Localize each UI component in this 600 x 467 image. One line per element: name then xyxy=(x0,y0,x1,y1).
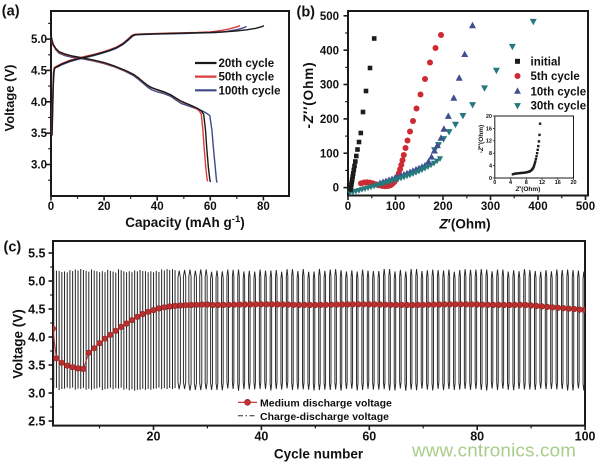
svg-text:www.cntronics.com: www.cntronics.com xyxy=(411,440,576,461)
svg-text:3.5: 3.5 xyxy=(31,128,48,140)
svg-text:3.0: 3.0 xyxy=(31,160,47,172)
svg-text:40: 40 xyxy=(151,201,164,213)
svg-text:100: 100 xyxy=(575,430,596,444)
svg-text:0: 0 xyxy=(333,183,339,195)
svg-text:5.5: 5.5 xyxy=(28,246,45,260)
svg-text:20th cycle: 20th cycle xyxy=(219,58,275,70)
svg-text:0: 0 xyxy=(345,201,351,213)
svg-text:20: 20 xyxy=(147,430,161,444)
svg-text:2.5: 2.5 xyxy=(28,414,45,428)
svg-text:Cycle number: Cycle number xyxy=(274,447,364,462)
svg-text:40: 40 xyxy=(254,430,268,444)
svg-text:30th cycle: 30th cycle xyxy=(531,101,587,113)
svg-text:20: 20 xyxy=(486,114,492,120)
svg-text:Z′(Ohm): Z′(Ohm) xyxy=(438,217,490,232)
svg-text:10th cycle: 10th cycle xyxy=(531,86,587,98)
svg-text:5.0: 5.0 xyxy=(28,274,45,288)
svg-text:60: 60 xyxy=(204,201,217,213)
svg-text:400: 400 xyxy=(528,201,547,213)
svg-text:500: 500 xyxy=(576,201,595,213)
svg-text:0: 0 xyxy=(489,176,492,182)
svg-text:Z′(Ohm): Z′(Ohm) xyxy=(515,186,541,193)
svg-text:60: 60 xyxy=(362,430,376,444)
svg-text:300: 300 xyxy=(481,201,500,213)
svg-text:8: 8 xyxy=(525,180,528,186)
svg-text:0: 0 xyxy=(48,201,54,213)
svg-text:initial: initial xyxy=(531,56,561,68)
svg-text:4.5: 4.5 xyxy=(28,302,45,316)
svg-text:Medium discharge voltage: Medium discharge voltage xyxy=(260,397,392,409)
svg-text:5th cycle: 5th cycle xyxy=(531,71,580,83)
svg-text:Voltage (V): Voltage (V) xyxy=(10,309,25,379)
svg-text:80: 80 xyxy=(470,430,484,444)
svg-text:Capacity (mAh g-1): Capacity (mAh g-1) xyxy=(125,214,244,230)
svg-text:4.0: 4.0 xyxy=(31,97,47,109)
svg-text:16: 16 xyxy=(555,180,561,186)
svg-text:8: 8 xyxy=(489,151,492,157)
svg-text:200: 200 xyxy=(433,201,452,213)
svg-text:-Z′′(Ohm): -Z′′(Ohm) xyxy=(478,125,485,153)
svg-text:4.5: 4.5 xyxy=(31,66,48,78)
svg-text:-Z′′(Ohm): -Z′′(Ohm) xyxy=(301,61,316,128)
svg-text:500: 500 xyxy=(320,11,339,23)
svg-text:4: 4 xyxy=(489,164,493,170)
svg-text:(c): (c) xyxy=(4,240,22,256)
svg-text:100th cycle: 100th cycle xyxy=(219,85,281,97)
svg-text:80: 80 xyxy=(257,201,270,213)
svg-text:(b): (b) xyxy=(297,5,316,21)
svg-text:3.5: 3.5 xyxy=(28,358,45,372)
svg-text:12: 12 xyxy=(486,139,492,145)
svg-text:20: 20 xyxy=(98,201,111,213)
svg-text:16: 16 xyxy=(486,126,492,132)
svg-text:200: 200 xyxy=(320,114,339,126)
svg-text:4: 4 xyxy=(509,180,513,186)
svg-text:400: 400 xyxy=(320,45,339,57)
svg-text:12: 12 xyxy=(539,180,545,186)
svg-text:4.0: 4.0 xyxy=(28,330,45,344)
svg-text:100: 100 xyxy=(386,201,405,213)
svg-text:20: 20 xyxy=(570,180,576,186)
svg-text:Voltage (V): Voltage (V) xyxy=(2,65,17,132)
svg-text:Charge-discharge voltage: Charge-discharge voltage xyxy=(260,411,389,423)
svg-text:50th cycle: 50th cycle xyxy=(219,72,275,84)
svg-text:5.0: 5.0 xyxy=(31,34,47,46)
svg-text:(a): (a) xyxy=(2,4,20,20)
svg-text:300: 300 xyxy=(320,80,339,92)
svg-text:3.0: 3.0 xyxy=(28,386,45,400)
svg-text:100: 100 xyxy=(320,148,339,160)
svg-text:0: 0 xyxy=(493,180,496,186)
